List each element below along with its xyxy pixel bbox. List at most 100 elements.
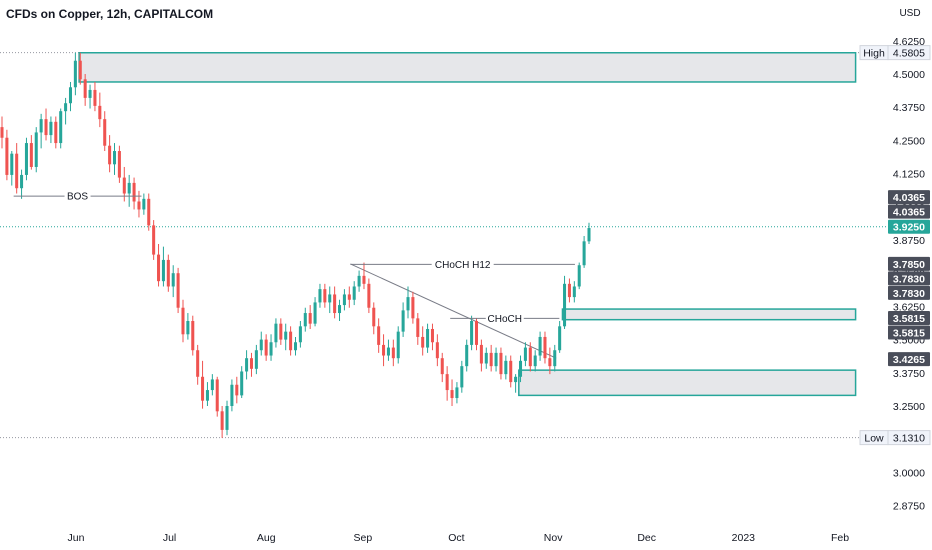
price-tag-box	[888, 190, 930, 205]
candle	[484, 347, 488, 369]
candle-body	[558, 326, 562, 351]
candle	[567, 278, 571, 303]
annotation-label: BOS	[67, 192, 88, 203]
candle	[132, 177, 136, 210]
candle	[49, 116, 53, 144]
candle	[215, 376, 219, 417]
candle-body	[108, 145, 112, 165]
candle-body	[494, 352, 498, 367]
candle	[210, 374, 214, 396]
annotation-label: CHoCH	[488, 314, 522, 325]
candle	[245, 350, 249, 380]
price-tag: 3.7830	[888, 271, 930, 286]
candle-body	[5, 137, 9, 175]
candle-body	[49, 121, 53, 136]
candle	[88, 84, 92, 109]
price-tag-label: Low	[864, 433, 884, 445]
candle-body	[20, 174, 24, 189]
candle-body	[15, 153, 19, 189]
zones[interactable]	[78, 52, 857, 397]
candle	[293, 336, 298, 356]
x-axis-tick-labels[interactable]: Jun Jul Aug Sep Oct Nov Dec 2023 Feb	[68, 532, 850, 544]
y-tick-label: 3.6250	[893, 301, 925, 313]
candle-body	[249, 358, 253, 369]
candle-body	[68, 87, 72, 104]
candle-body	[259, 339, 263, 351]
candle-body	[318, 289, 322, 303]
candle	[10, 151, 14, 186]
annotation-label: CHoCH H12	[435, 260, 491, 271]
candle-body	[509, 360, 513, 383]
candle	[5, 129, 9, 181]
candle-body	[563, 283, 567, 327]
candle	[186, 313, 190, 340]
candle	[137, 190, 141, 218]
candle-body	[328, 294, 332, 303]
candle-body	[411, 297, 415, 319]
candle	[191, 315, 195, 356]
candles[interactable]	[0, 52, 591, 438]
x-tick-label: Jun	[68, 532, 85, 544]
candle	[127, 174, 131, 207]
candle-body	[289, 331, 293, 351]
price-tag-box	[888, 219, 930, 234]
candle	[93, 81, 97, 112]
candle	[494, 347, 498, 372]
candle	[44, 108, 48, 141]
candle-body	[499, 352, 503, 375]
candle	[264, 334, 268, 361]
y-tick-label: 4.1250	[893, 169, 925, 181]
candle	[411, 291, 415, 324]
candle	[108, 135, 112, 173]
candle-body	[523, 347, 527, 361]
x-tick-label: Dec	[637, 532, 656, 544]
candle	[284, 323, 288, 351]
price-tag: 3.7830	[888, 285, 930, 300]
candle	[357, 270, 361, 292]
x-tick-label: Oct	[448, 532, 464, 544]
candle-body	[342, 294, 346, 306]
candle	[479, 339, 483, 372]
price-tag: 4.0365	[888, 204, 930, 219]
candle-body	[0, 127, 4, 138]
candle	[308, 305, 312, 329]
candle-body	[240, 371, 244, 396]
candle-body	[445, 374, 449, 391]
candle-body	[401, 310, 405, 332]
x-tick-label: Feb	[831, 532, 849, 544]
price-tag-box	[888, 271, 930, 286]
candle-body	[504, 360, 508, 375]
y-tick-label: 2.8750	[893, 501, 925, 513]
candle-body	[553, 350, 557, 367]
candle	[279, 318, 283, 345]
candle-body	[220, 411, 224, 430]
candle	[455, 382, 459, 404]
candle-body	[142, 198, 146, 210]
candle-body	[210, 379, 214, 391]
candle	[538, 331, 542, 361]
x-tick-label: 2023	[732, 532, 756, 544]
candle	[303, 307, 307, 332]
candle	[372, 302, 376, 335]
price-tag-box	[888, 352, 930, 367]
candle	[548, 347, 552, 375]
candle	[54, 116, 58, 149]
price-tag: 3.7850	[888, 256, 930, 271]
price-tag-box	[888, 325, 930, 340]
candle-body	[264, 339, 268, 356]
candle-body	[538, 336, 542, 356]
candle	[416, 313, 420, 345]
candle	[470, 315, 474, 351]
annotations[interactable]: BOS CHoCH H12 CHoCH	[13, 192, 575, 325]
candle	[73, 52, 77, 96]
candle	[323, 283, 327, 308]
trendline-layer[interactable]	[350, 263, 557, 359]
y-tick-label: 3.2500	[893, 401, 925, 413]
candle-body	[103, 119, 107, 146]
candle	[152, 220, 156, 260]
candle-body	[577, 265, 581, 287]
candle-body	[543, 336, 547, 359]
candle	[78, 52, 82, 85]
price-tag: 3.5815	[888, 310, 930, 325]
